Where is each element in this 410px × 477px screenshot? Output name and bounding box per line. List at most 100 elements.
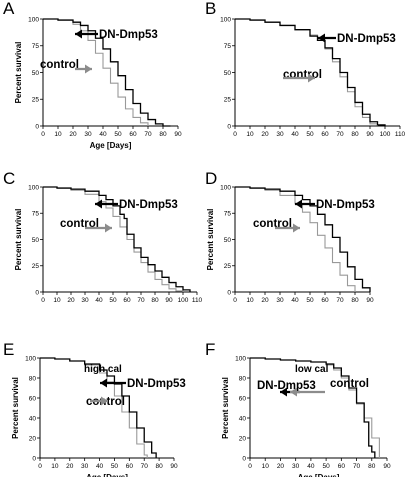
y-tick-label: 75 xyxy=(32,211,40,218)
dn-dmp53-arrow-head xyxy=(318,33,325,43)
x-tick-label: 50 xyxy=(109,297,117,304)
dn-dmp53-label: DN-Dmp53 xyxy=(99,29,158,41)
dn-dmp53-label: DN-Dmp53 xyxy=(127,378,186,390)
y-tick-label: 100 xyxy=(220,16,231,23)
y-axis-label: Percent survival xyxy=(11,377,20,439)
x-tick-label: 70 xyxy=(336,131,344,138)
x-tick-label: 10 xyxy=(246,297,254,304)
x-tick-label: 30 xyxy=(84,131,92,138)
x-tick-label: 10 xyxy=(246,131,254,138)
x-tick-label: 90 xyxy=(366,297,374,304)
x-tick-label: 10 xyxy=(53,297,61,304)
control-arrow-head xyxy=(308,73,315,83)
x-tick-label: 110 xyxy=(395,131,406,138)
x-tick-label: 0 xyxy=(233,297,237,304)
series-line-dn-dmp53 xyxy=(235,18,386,126)
x-tick-label: 40 xyxy=(307,463,315,470)
condition-label: high cal xyxy=(84,364,122,375)
x-tick-label: 40 xyxy=(99,131,107,138)
y-tick-label: 20 xyxy=(29,435,37,442)
x-tick-label: 20 xyxy=(67,297,75,304)
dn-dmp53-label: DN-Dmp53 xyxy=(257,380,316,392)
y-tick-label: 25 xyxy=(32,97,40,104)
x-tick-label: 20 xyxy=(277,463,285,470)
x-tick-label: 70 xyxy=(137,297,145,304)
x-tick-label: 80 xyxy=(155,463,163,470)
y-tick-label: 100 xyxy=(25,355,36,362)
x-tick-label: 10 xyxy=(51,463,59,470)
condition-label: low cal xyxy=(295,364,329,375)
dn-dmp53-arrow-head xyxy=(75,29,82,39)
control-arrow-head xyxy=(85,64,92,74)
y-tick-label: 20 xyxy=(239,435,247,442)
y-tick-label: 75 xyxy=(224,43,232,50)
x-axis-label: Age [Days] xyxy=(90,141,132,150)
x-tick-label: 50 xyxy=(306,297,314,304)
control-arrow-head xyxy=(105,223,112,233)
x-tick-label: 50 xyxy=(111,463,119,470)
x-tick-label: 30 xyxy=(81,463,89,470)
panel-E: E 0 20 40 60 80 100 0 10 20 30 40 50 60 70 80 90 Percent … xyxy=(3,340,186,477)
x-tick-label: 30 xyxy=(276,131,284,138)
x-tick-label: 10 xyxy=(54,131,62,138)
y-tick-label: 60 xyxy=(239,395,247,402)
x-tick-label: 100 xyxy=(178,297,189,304)
control-arrow-head xyxy=(101,396,108,406)
x-tick-label: 0 xyxy=(233,131,237,138)
x-tick-label: 60 xyxy=(123,297,131,304)
y-tick-label: 0 xyxy=(32,455,36,462)
y-tick-label: 0 xyxy=(227,289,231,296)
y-tick-label: 100 xyxy=(28,184,39,191)
dn-dmp53-label: DN-Dmp53 xyxy=(337,33,396,45)
x-tick-label: 70 xyxy=(336,297,344,304)
series-line-dn-dmp53 xyxy=(250,357,376,458)
y-tick-label: 0 xyxy=(227,123,231,130)
y-tick-label: 100 xyxy=(220,184,231,191)
x-tick-label: 40 xyxy=(291,131,299,138)
y-tick-label: 25 xyxy=(224,97,232,104)
y-tick-label: 60 xyxy=(29,395,37,402)
x-tick-label: 80 xyxy=(351,131,359,138)
x-tick-label: 90 xyxy=(366,131,374,138)
series-line-dn-dmp53 xyxy=(43,18,171,127)
x-tick-label: 90 xyxy=(165,297,173,304)
x-axis-label: Age [Days] xyxy=(86,473,128,477)
dn-dmp53-arrow-head xyxy=(295,199,302,209)
panel-F: F 0 20 40 60 80 100 0 10 20 30 40 50 60 70 80 90 Percent … xyxy=(205,340,391,477)
dn-dmp53-label: DN-Dmp53 xyxy=(119,199,178,211)
control-label: control xyxy=(330,378,369,390)
y-axis-label: Percent survival xyxy=(206,209,215,271)
panel-label: A xyxy=(3,0,15,18)
x-tick-label: 110 xyxy=(192,297,203,304)
x-tick-label: 40 xyxy=(96,463,104,470)
x-tick-label: 70 xyxy=(353,463,361,470)
x-tick-label: 90 xyxy=(174,131,182,138)
x-tick-label: 10 xyxy=(262,463,270,470)
y-tick-label: 0 xyxy=(35,289,39,296)
x-tick-label: 60 xyxy=(129,131,137,138)
x-tick-label: 60 xyxy=(338,463,346,470)
x-tick-label: 0 xyxy=(41,131,45,138)
x-tick-label: 30 xyxy=(81,297,89,304)
y-tick-label: 0 xyxy=(242,455,246,462)
y-tick-label: 50 xyxy=(32,237,40,244)
x-tick-label: 70 xyxy=(144,131,152,138)
x-tick-label: 100 xyxy=(380,131,391,138)
series-line-dn-dmp53 xyxy=(235,186,371,292)
x-tick-label: 80 xyxy=(159,131,167,138)
panel-label: C xyxy=(3,169,15,188)
x-tick-label: 50 xyxy=(322,463,330,470)
x-tick-label: 80 xyxy=(351,297,359,304)
dn-dmp53-label: DN-Dmp53 xyxy=(316,199,375,211)
y-tick-label: 50 xyxy=(32,70,40,77)
x-tick-label: 0 xyxy=(38,463,42,470)
control-label: control xyxy=(40,59,79,71)
x-tick-label: 40 xyxy=(291,297,299,304)
x-tick-label: 50 xyxy=(114,131,122,138)
y-tick-label: 25 xyxy=(32,263,40,270)
x-tick-label: 80 xyxy=(368,463,376,470)
panel-B: B 0 25 50 75 100 0 10 20 30 40 50 60 70 80 90 100 110 DN-D… xyxy=(205,0,406,138)
control-arrow-head xyxy=(293,223,300,233)
y-tick-label: 100 xyxy=(28,16,39,23)
